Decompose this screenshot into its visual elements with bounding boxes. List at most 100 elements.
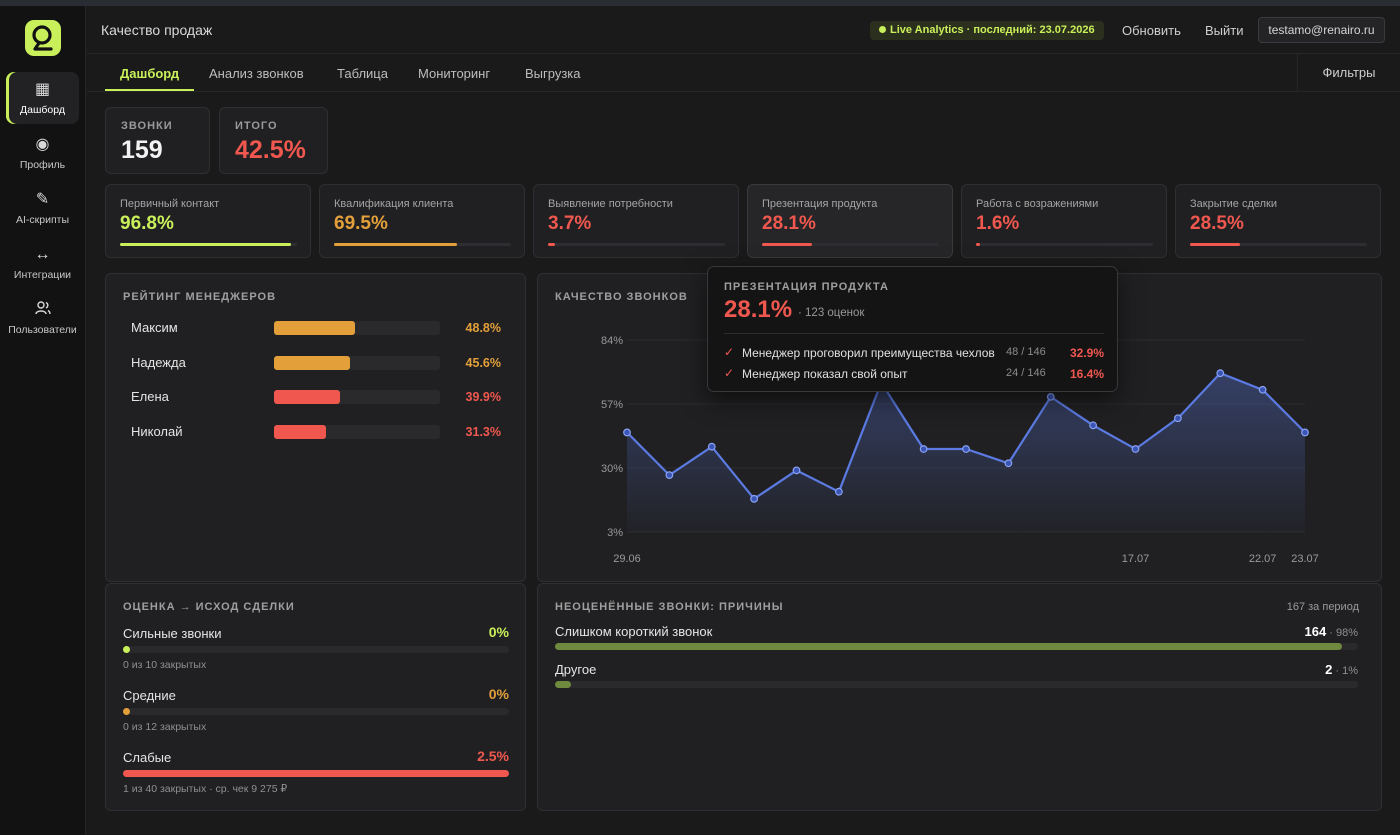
managers-rating-title: РЕЙТИНГ МЕНЕДЖЕРОВ <box>123 291 277 303</box>
outcome-panel: ОЦЕНКА → ИСХОД СДЕЛКИ Сильные звонки 0% 0 … <box>105 583 526 811</box>
stage-card-objections[interactable]: Работа с возражениями 1.6% <box>961 184 1167 258</box>
data-point[interactable] <box>792 466 801 475</box>
unrated-reasons-panel: НЕОЦЕНЁННЫЕ ЗВОНКИ: ПРИЧИНЫ 167 за перио… <box>537 583 1382 811</box>
tooltip-row-ratio: 24 / 146 <box>1006 367 1046 379</box>
chart-tooltip: ПРЕЗЕНТАЦИЯ ПРОДУКТА 28.1% · 123 оценок … <box>707 266 1118 392</box>
live-detail: · последний: 23.07.2026 <box>963 24 1095 36</box>
tooltip-row-text: Менеджер показал свой опыт <box>742 367 908 381</box>
sidebar: ▦ Дашборд ◉ Профиль ✎ AI-скрипты ↔ Интег… <box>0 6 86 835</box>
manager-row[interactable]: Елена 39.9% <box>131 387 501 407</box>
reason-bar-track <box>555 643 1358 650</box>
data-point[interactable] <box>665 471 674 480</box>
manager-row[interactable]: Николай 31.3% <box>131 422 501 442</box>
data-point[interactable] <box>1258 385 1267 394</box>
active-tab-indicator <box>105 89 194 91</box>
filters-button[interactable]: Фильтры <box>1297 54 1400 92</box>
sidebar-item-label: Профиль <box>19 159 66 171</box>
stage-progress-track <box>762 243 939 246</box>
tab-export[interactable]: Выгрузка <box>525 66 581 81</box>
tab-table[interactable]: Таблица <box>337 66 388 81</box>
kpi-calls-label: ЗВОНКИ <box>121 120 173 132</box>
logo[interactable] <box>25 20 61 56</box>
stage-card-qualification[interactable]: Квалификация клиента 69.5% <box>319 184 525 258</box>
reason-bar-track <box>555 681 1358 688</box>
data-point[interactable] <box>1173 414 1182 423</box>
status-dot-icon <box>879 26 886 33</box>
call-quality-title: КАЧЕСТВО ЗВОНКОВ <box>555 291 688 303</box>
refresh-button[interactable]: Обновить <box>1122 23 1181 38</box>
outcome-name: Слабые <box>123 750 172 765</box>
outcome-subtext: 1 из 40 закрытых · ср. чек 9 275 ₽ <box>123 783 288 795</box>
data-point[interactable] <box>750 494 759 503</box>
manager-row[interactable]: Максим 48.8% <box>131 318 501 338</box>
sidebar-item-integrations[interactable]: ↔ Интеграции <box>6 237 79 289</box>
check-icon: ✓ <box>724 366 735 380</box>
data-point[interactable] <box>1046 392 1055 401</box>
manager-bar-fill <box>274 355 350 370</box>
stage-card-closing[interactable]: Закрытие сделки 28.5% <box>1175 184 1381 258</box>
data-point[interactable] <box>1216 369 1225 378</box>
reason-name: Слишком короткий звонок <box>555 624 713 639</box>
data-point[interactable] <box>623 428 631 437</box>
manager-bar-track <box>274 355 440 370</box>
check-icon: ✓ <box>724 345 735 359</box>
reasons-period: 167 за период <box>1286 601 1359 613</box>
tooltip-divider <box>724 333 1104 334</box>
data-point[interactable] <box>707 442 716 451</box>
reason-pct: · 98% <box>1326 627 1358 639</box>
data-point[interactable] <box>1089 421 1098 430</box>
tooltip-row: ✓ Менеджер проговорил преимущества чехло… <box>724 345 1104 363</box>
stage-value: 3.7% <box>548 213 592 234</box>
manager-name: Николай <box>131 423 183 439</box>
profile-icon: ◉ <box>35 136 50 153</box>
stage-label: Первичный контакт <box>120 198 220 210</box>
data-point[interactable] <box>834 487 843 496</box>
data-point[interactable] <box>1301 428 1309 437</box>
outcome-subtext: 0 из 12 закрытых <box>123 721 207 733</box>
grid-icon: ▦ <box>34 81 51 98</box>
stage-progress-track <box>976 243 1153 246</box>
tab-monitoring[interactable]: Мониторинг <box>418 66 491 81</box>
outcome-bar-track <box>123 708 509 715</box>
pencil-icon: ✎ <box>35 191 50 208</box>
stage-value: 1.6% <box>976 213 1020 234</box>
outcome-pct: 0% <box>488 686 509 702</box>
sidebar-item-dashboard[interactable]: ▦ Дашборд <box>6 72 79 124</box>
reason-bar-fill <box>555 643 1342 650</box>
sidebar-item-users[interactable]: Пользователи <box>6 292 79 344</box>
y-tick-label: 84% <box>601 335 623 347</box>
tab-call-analysis[interactable]: Анализ звонков <box>209 66 304 81</box>
stage-label: Квалификация клиента <box>334 198 454 210</box>
tab-dashboard[interactable]: Дашборд <box>120 66 180 81</box>
stage-card-presentation[interactable]: Презентация продукта 28.1% <box>747 184 953 258</box>
stage-progress-fill <box>1190 243 1241 246</box>
stage-card-first-contact[interactable]: Первичный контакт 96.8% <box>105 184 311 258</box>
sidebar-item-label: Интеграции <box>13 269 72 281</box>
sidebar-item-profile[interactable]: ◉ Профиль <box>6 127 79 179</box>
stage-card-needs-discovery[interactable]: Выявление потребности 3.7% <box>533 184 739 258</box>
stage-label: Выявление потребности <box>548 198 673 210</box>
sidebar-item-label: Дашборд <box>20 104 65 116</box>
manager-row[interactable]: Надежда 45.6% <box>131 353 501 373</box>
manager-bar-fill <box>274 390 341 404</box>
page-title: Качество продаж <box>101 22 213 38</box>
tab-bar: Дашборд Анализ звонков Таблица Мониторин… <box>87 54 1400 92</box>
unrated-reasons-title: НЕОЦЕНЁННЫЕ ЗВОНКИ: ПРИЧИНЫ <box>555 601 784 613</box>
data-point[interactable] <box>1131 445 1140 453</box>
reason-value: 2 · 1% <box>1325 662 1358 677</box>
x-tick-label: 29.06 <box>613 553 641 565</box>
data-point[interactable] <box>919 445 928 453</box>
manager-score: 48.8% <box>465 321 501 335</box>
user-email[interactable]: testamo@renairo.ru <box>1258 17 1385 43</box>
tooltip-row-ratio: 48 / 146 <box>1006 346 1046 358</box>
stage-value: 69.5% <box>334 213 388 234</box>
stage-value: 28.5% <box>1190 213 1244 234</box>
manager-name: Надежда <box>131 354 186 370</box>
logout-button[interactable]: Выйти <box>1205 23 1244 38</box>
data-point[interactable] <box>1004 459 1013 468</box>
stage-progress-track <box>1190 243 1367 246</box>
data-point[interactable] <box>962 445 970 453</box>
sidebar-item-ai-scripts[interactable]: ✎ AI-скрипты <box>6 182 79 234</box>
tooltip-row-pct: 32.9% <box>1069 346 1104 360</box>
stage-progress-track <box>120 243 297 246</box>
